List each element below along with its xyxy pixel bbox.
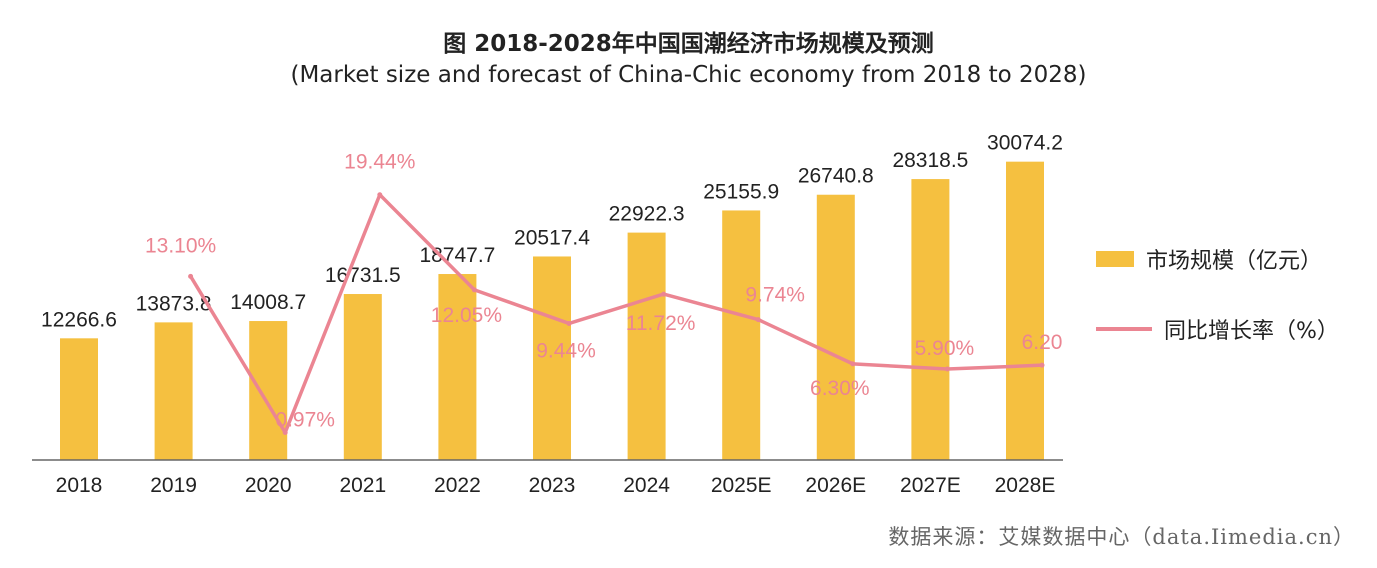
growth-rate-point (188, 273, 194, 279)
growth-rate-label: 5.90% (915, 337, 975, 360)
bar-value-label: 18747.7 (419, 244, 495, 267)
x-tick-label: 2022 (434, 474, 481, 497)
growth-rate-label: 11.72% (626, 312, 696, 335)
legend-item-growth-rate: 同比增长率（%） (1096, 313, 1339, 345)
chart-title: 图 2018-2028年中国国潮经济市场规模及预测 (443, 31, 934, 57)
growth-rate-label: 9.74% (745, 284, 805, 307)
bar-value-label: 12266.6 (41, 308, 117, 331)
legend-label-market-size: 市场规模（亿元） (1146, 249, 1323, 274)
growth-rate-point (944, 366, 950, 372)
growth-rate-label: 0.97% (275, 409, 335, 432)
bar-2027E (911, 179, 950, 460)
bar-value-label: 22922.3 (609, 203, 685, 226)
bar-2026E (816, 194, 855, 460)
growth-rate-line (189, 192, 1043, 435)
growth-rate-label: 6.20 (1022, 331, 1063, 354)
growth-rate-label: 13.10% (145, 234, 216, 257)
growth-rate-label: 12.05% (431, 304, 502, 327)
bar-value-label: 20517.4 (514, 226, 590, 249)
bar-2024 (627, 232, 666, 460)
growth-rate-label: 9.44% (536, 339, 596, 362)
bar-value-label: 28318.5 (892, 149, 968, 172)
legend-item-market-size: 市场规模（亿元） (1096, 243, 1322, 275)
growth-rate-point (566, 320, 572, 326)
legend-label-growth-rate: 同比增长率（%） (1164, 319, 1339, 344)
x-tick-label: 2018 (56, 474, 103, 497)
bar-value-label: 25155.9 (703, 180, 779, 203)
growth-rate-point (661, 291, 667, 297)
x-tick-label: 2028E (995, 474, 1056, 497)
legend-line-swatch (1096, 327, 1152, 331)
x-tick-label: 2020 (245, 474, 292, 497)
bar-value-label: 14008.7 (230, 291, 306, 314)
bar-2023 (533, 256, 571, 460)
bar-value-label: 26740.8 (798, 165, 874, 188)
bar-2021 (343, 294, 382, 460)
bar-value-label: 30074.2 (987, 132, 1063, 155)
growth-rate-point (1039, 362, 1045, 368)
bar-value-label: 16731.5 (325, 264, 401, 287)
bar-2020 (249, 321, 288, 460)
x-tick-label: 2024 (623, 474, 670, 497)
x-tick-label: 2019 (150, 474, 197, 497)
x-tick-label: 2026E (805, 474, 866, 497)
legend-bar-swatch (1096, 251, 1134, 267)
growth-rate-label: 6.30% (810, 377, 870, 400)
bar-2025E (722, 210, 761, 460)
x-tick-label: 2023 (529, 474, 576, 497)
source-note: 数据来源：艾媒数据中心（data.Iimedia.cn） (888, 525, 1355, 549)
chart-subtitle: (Market size and forecast of China-Chic … (290, 62, 1087, 88)
x-tick-label: 2025E (711, 474, 772, 497)
bar-value-label: 13873.8 (136, 292, 212, 315)
growth-rate-label: 19.44% (344, 151, 415, 174)
bar-2028E (1006, 161, 1044, 460)
growth-rate-point (282, 430, 288, 436)
growth-rate-point (471, 287, 477, 293)
bar-2022 (438, 274, 477, 460)
bar-2019 (154, 322, 193, 460)
x-tick-label: 2021 (339, 474, 386, 497)
growth-rate-point (377, 192, 383, 198)
bar-2018 (60, 338, 98, 460)
growth-rate-point (850, 361, 856, 367)
growth-rate-point (755, 317, 761, 323)
x-tick-label: 2027E (900, 474, 961, 497)
